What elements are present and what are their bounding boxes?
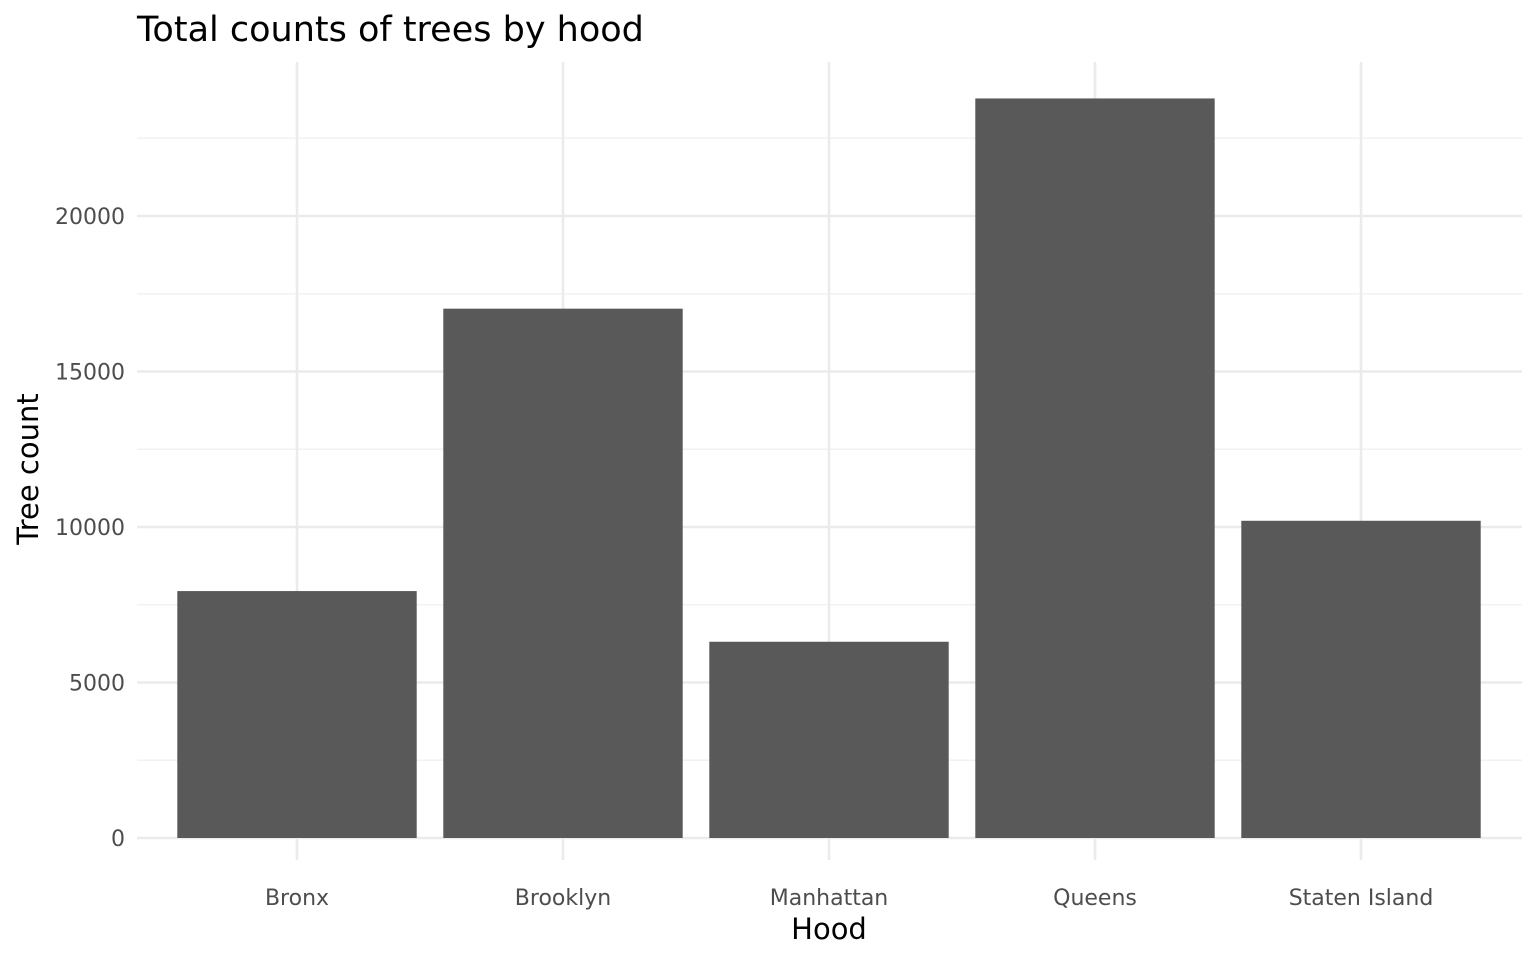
bar-bronx xyxy=(177,591,417,838)
x-axis-title: Hood xyxy=(791,912,867,946)
x-tick-label: Manhattan xyxy=(770,886,889,911)
x-tick-label: Brooklyn xyxy=(515,886,611,911)
y-axis-title: Tree count xyxy=(11,393,45,545)
bar-staten-island xyxy=(1241,520,1481,838)
x-tick-label: Bronx xyxy=(265,886,329,911)
y-tick-label: 10000 xyxy=(55,516,125,541)
tick-labels: 0 5000 10000 15000 20000 Bronx Brooklyn Manhatt… xyxy=(55,205,1433,911)
y-tick-label: 5000 xyxy=(69,672,125,697)
bar-queens xyxy=(975,98,1215,838)
chart-title: Total counts of trees by hood xyxy=(136,10,644,50)
bars xyxy=(177,98,1481,839)
y-tick-label: 0 xyxy=(111,827,125,852)
y-tick-label: 20000 xyxy=(55,205,125,230)
x-tick-label: Staten Island xyxy=(1289,886,1434,911)
y-tick-label: 15000 xyxy=(55,361,125,386)
bar-brooklyn xyxy=(443,308,683,839)
x-tick-label: Queens xyxy=(1053,886,1137,911)
bar-manhattan xyxy=(709,641,949,838)
